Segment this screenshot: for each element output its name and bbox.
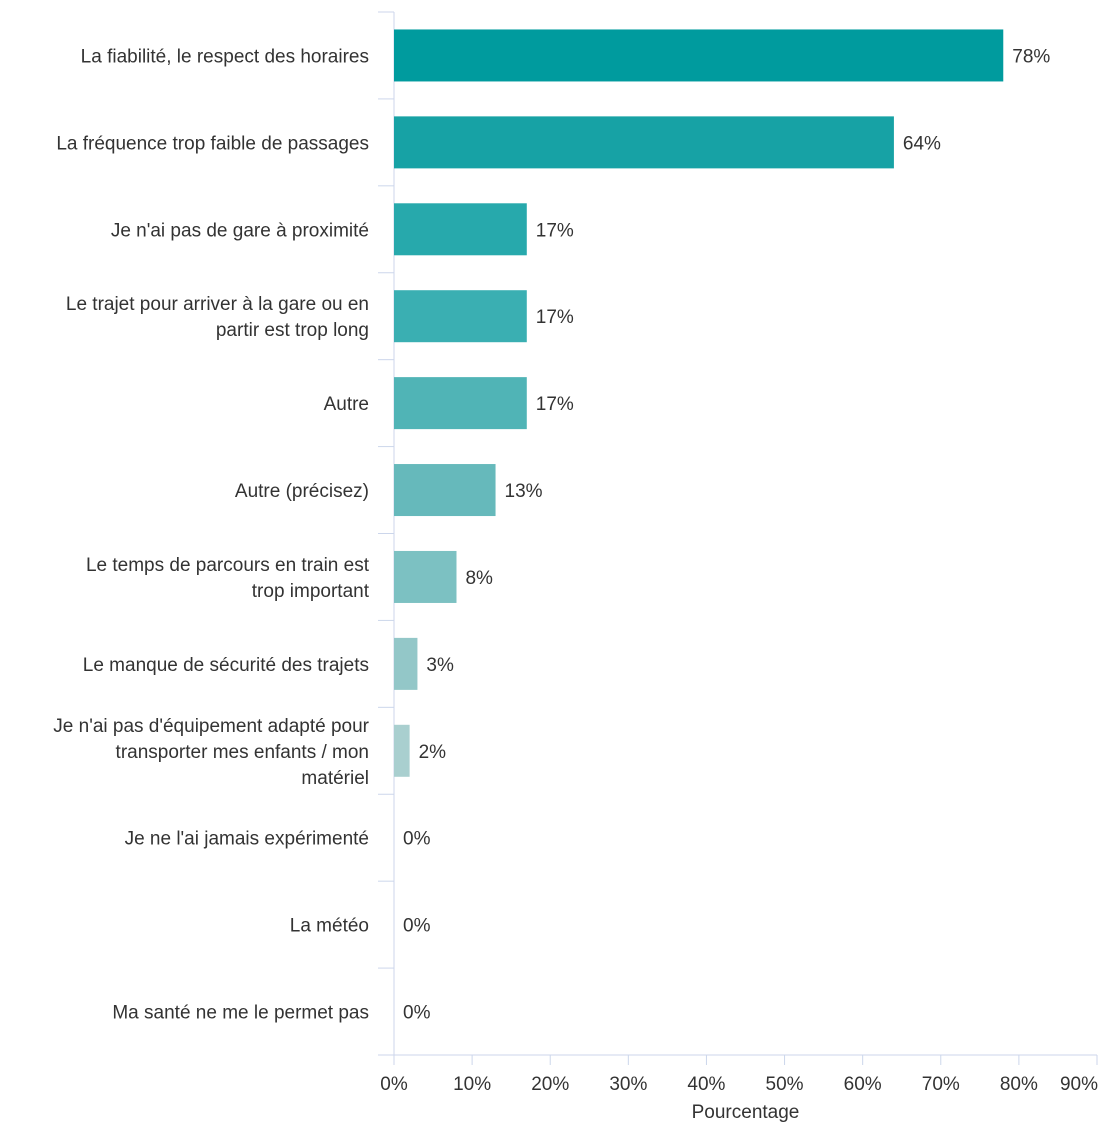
x-axis: 0% 10% 20% 30% 40% 50% 60% 70% 80% 90% [378,1054,1098,1095]
value-label: 17% [536,394,574,415]
value-label: 0% [403,829,431,850]
value-label: 8% [465,568,493,589]
value-label: 2% [419,742,447,763]
value-label: 64% [903,133,941,154]
bar [394,550,457,603]
category-label: Le temps de parcours en train est trop im… [86,555,370,602]
bar [394,290,527,343]
x-tick-label: 60% [844,1074,882,1095]
bar [394,377,527,430]
category-label: Autre [324,394,369,415]
bar [394,637,418,690]
y-axis [378,11,395,1056]
value-label: 17% [536,307,574,328]
value-label: 78% [1012,46,1050,67]
category-label: Autre (précisez) [235,481,369,502]
category-label: Je n'ai pas d'équipement adapté pour tran… [53,716,369,789]
x-tick-label: 80% [1000,1074,1038,1095]
category-label: La météo [290,916,369,937]
bar [394,29,1004,82]
bar [394,724,410,777]
x-tick-label: 90% [1060,1074,1098,1095]
x-tick-label: 50% [766,1074,804,1095]
bar [394,203,527,256]
x-tick-label: 40% [687,1074,725,1095]
category-label: Le trajet pour arriver à la gare ou en pa… [66,294,369,341]
x-tick-label: 70% [922,1074,960,1095]
bar [394,116,894,169]
x-tick-label: 10% [453,1074,491,1095]
value-label: 13% [505,481,543,502]
value-label: 3% [426,655,454,676]
category-label: Ma santé ne me le permet pas [112,1003,369,1024]
x-tick-label: 0% [380,1074,408,1095]
x-axis-title: Pourcentage [692,1102,800,1123]
bars [394,29,1004,777]
category-labels: La fiabilité, le respect des horaires La … [53,46,369,1023]
x-tick-label: 30% [609,1074,647,1095]
value-labels: 78% 64% 17% 17% 17% 13% 8% 3% 2% 0% 0% 0% [403,46,1050,1023]
value-label: 17% [536,220,574,241]
category-label: La fréquence trop faible de passages [56,133,369,154]
category-label: Le manque de sécurité des trajets [83,655,369,676]
category-label: La fiabilité, le respect des horaires [81,46,369,67]
value-label: 0% [403,916,431,937]
category-label: Je n'ai pas de gare à proximité [111,220,369,241]
category-label: Je ne l'ai jamais expérimenté [125,829,369,850]
x-tick-label: 20% [531,1074,569,1095]
value-label: 0% [403,1003,431,1024]
bar [394,464,496,517]
